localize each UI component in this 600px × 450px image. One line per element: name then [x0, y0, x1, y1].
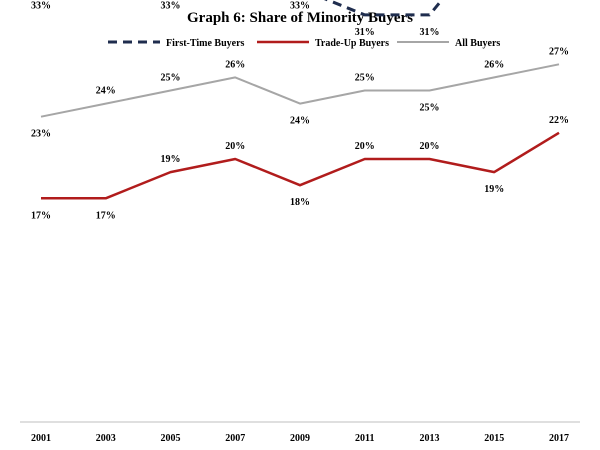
data-label-first-time-buyers: 31% — [355, 27, 375, 38]
data-label-trade-up-buyers: 17% — [96, 210, 116, 221]
series-line-trade-up-buyers — [41, 131, 560, 200]
data-label-all-buyers: 25% — [420, 103, 440, 114]
x-tick-layer: 2001 2003 2005 2007 2009 2011 2013 2015 2017 — [31, 433, 569, 444]
data-label-all-buyers: 26% — [484, 59, 504, 70]
legend-label-first-time-buyers: First-Time Buyers — [166, 38, 245, 49]
data-label-first-time-buyers: 31% — [420, 27, 440, 38]
x-tick-label: 2007 — [225, 433, 245, 444]
series-layer — [40, 0, 560, 200]
data-label-trade-up-buyers: 19% — [161, 154, 181, 165]
x-tick-label: 2011 — [355, 433, 374, 444]
x-tick-label: 2003 — [96, 433, 116, 444]
legend-label-all-buyers: All Buyers — [455, 38, 500, 49]
x-tick-label: 2013 — [420, 433, 440, 444]
data-label-first-time-buyers: 33% — [161, 1, 181, 12]
data-label-layer: 33%35%33%35%33%31%31%37%34%17%17%19%20%1… — [31, 1, 569, 222]
data-label-trade-up-buyers: 18% — [290, 197, 310, 208]
data-label-first-time-buyers: 33% — [290, 1, 310, 12]
data-label-all-buyers: 26% — [225, 59, 245, 70]
legend-label-trade-up-buyers: Trade-Up Buyers — [315, 38, 389, 49]
data-label-all-buyers: 24% — [290, 116, 310, 127]
data-label-trade-up-buyers: 20% — [420, 141, 440, 152]
chart-title: Graph 6: Share of Minority Buyers — [187, 10, 413, 26]
x-tick-label: 2009 — [290, 433, 310, 444]
x-tick-label: 2015 — [484, 433, 504, 444]
series-line-all-buyers — [40, 63, 560, 118]
data-label-first-time-buyers: 33% — [31, 1, 51, 12]
x-tick-label: 2017 — [549, 433, 569, 444]
x-tick-label: 2001 — [31, 433, 51, 444]
data-label-trade-up-buyers: 22% — [549, 115, 569, 126]
x-tick-label: 2005 — [161, 433, 181, 444]
data-label-trade-up-buyers: 20% — [225, 141, 245, 152]
legend: First-Time Buyers Trade-Up Buyers All Bu… — [108, 38, 500, 49]
data-label-all-buyers: 25% — [355, 73, 375, 84]
data-label-all-buyers: 27% — [549, 46, 569, 57]
data-label-all-buyers: 25% — [161, 73, 181, 84]
data-label-trade-up-buyers: 17% — [31, 210, 51, 221]
data-label-all-buyers: 23% — [31, 129, 51, 140]
data-label-all-buyers: 24% — [96, 86, 116, 97]
data-label-trade-up-buyers: 19% — [484, 184, 504, 195]
data-label-trade-up-buyers: 20% — [355, 141, 375, 152]
